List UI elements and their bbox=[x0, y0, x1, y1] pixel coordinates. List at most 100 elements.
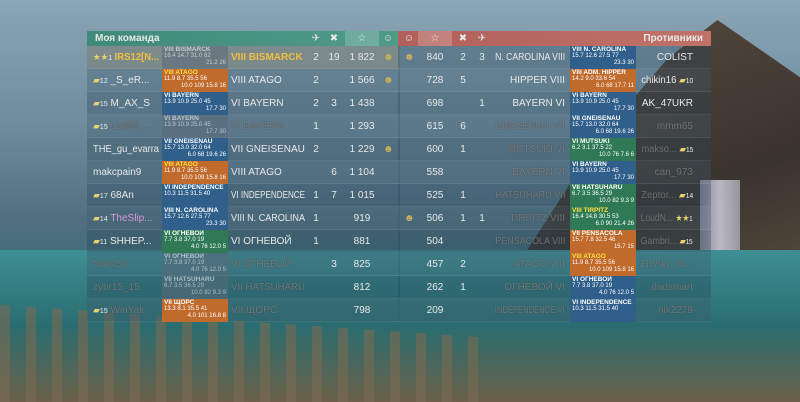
card-ship-title: VIII ATAGO bbox=[572, 253, 606, 260]
card-ship-title: VIII N. CAROLINA bbox=[164, 207, 219, 214]
xp-value: 1 229 bbox=[349, 144, 375, 155]
player-row[interactable]: Zeptor... ▰14 VII HATSUHARU 6.7 3.5 36.5 2… bbox=[398, 184, 711, 207]
xp-value: 262 bbox=[426, 282, 444, 293]
card-stats-line1: 13.9 10.9 25.0 45 bbox=[164, 99, 211, 105]
card-ship-title: VIII N. CAROLINA bbox=[572, 46, 627, 53]
ship-stats-card: VI BAYERN 13.9 10.9 25.0 45 17.7 30 bbox=[162, 92, 228, 115]
planes-value: 1 bbox=[313, 213, 319, 224]
card-stats-line1: 15.7 12.6 27.5 77 bbox=[164, 214, 211, 220]
player-name-cell: ▰12 _S_eR... bbox=[93, 69, 149, 93]
xp-value: 1 293 bbox=[349, 121, 375, 132]
player-row[interactable]: ▰15 Leo96_... VI BAYERN 13.9 10.9 25.0 45 1… bbox=[87, 115, 400, 138]
card-ship-title: VII GNEISENAU bbox=[572, 115, 621, 122]
card-stats-line1: 10.3 11.5 31.5 40 bbox=[572, 306, 619, 312]
player-row[interactable]: ▰11 SHHEP... VI ОГНЕВОЙ 7.7 3.8 37.0 19 4.0… bbox=[87, 230, 400, 253]
card-stats-line2: 15.7 15 bbox=[613, 244, 634, 250]
xp-value: 798 bbox=[353, 305, 371, 316]
ship-stats-card: VI INDEPENDENCE 10.3 11.5 31.5 40 bbox=[570, 299, 636, 322]
player-name: WinYak bbox=[110, 305, 145, 316]
xp-value: 615 bbox=[426, 121, 444, 132]
player-row[interactable]: Elevsky_Vic... VIII ATAGO 11.9 8.7 35.5 56… bbox=[398, 253, 711, 276]
player-row[interactable]: zybr15_15 VII HATSUHARU 6.7 3.5 36.5 29 10.… bbox=[87, 276, 400, 299]
xp-value: 919 bbox=[353, 213, 371, 224]
rank-number: 15 bbox=[99, 124, 108, 131]
player-name-cell: nik2279 bbox=[658, 299, 693, 322]
card-stats-line1: 11.9 8.7 35.5 56 bbox=[164, 76, 207, 82]
xp-value: 728 bbox=[426, 75, 444, 86]
player-row[interactable]: COLIST VIII N. CAROLINA 15.7 12.6 27.5 77 2… bbox=[398, 46, 711, 69]
player-row[interactable]: LoudN... ★★1 VIII TIRPITZ 16.4 14.8 30.5 5… bbox=[398, 207, 711, 230]
xp-value: 1 566 bbox=[349, 75, 375, 86]
player-name: Leo96_... bbox=[110, 121, 153, 132]
player-row[interactable]: ▰15 WinYak VII ЩОРС 13.3 8.1 35.5 41 4.0 10… bbox=[87, 299, 400, 322]
medal-icon: ☻ bbox=[383, 144, 394, 155]
player-name-cell: dadsmart bbox=[651, 276, 693, 299]
kills-value: 3 bbox=[331, 98, 337, 109]
player-row[interactable]: dadsmart VI ОГНЕВОЙ 7.7 3.8 37.0 19 4.0 76 … bbox=[398, 276, 711, 299]
player-name: SHHEP... bbox=[109, 236, 152, 247]
player-row[interactable]: nik2279 VI INDEPENDENCE 10.3 11.5 31.5 40 I… bbox=[398, 299, 711, 322]
player-name: dadsmart bbox=[651, 282, 693, 293]
xp-value: 1 104 bbox=[349, 167, 375, 178]
player-name: Elevsky_Vic... bbox=[640, 259, 693, 270]
card-stats-line2: 23.3 30 bbox=[205, 221, 226, 227]
card-ship-title: VII PENSACOLA bbox=[572, 230, 623, 237]
player-row[interactable]: THE_gu_evarra VII GNEISENAU 15.7 13.0 32.0… bbox=[87, 138, 400, 161]
player-row[interactable]: ▰15 M_AX_S VI BAYERN 13.9 10.9 25.0 45 17.7… bbox=[87, 92, 400, 115]
player-row[interactable]: AK_47UKR VI BAYERN 13.9 10.9 25.0 45 17.7 3… bbox=[398, 92, 711, 115]
ship-stats-card: VII GNEISENAU 15.7 13.0 32.0 64 6.0 68 19.… bbox=[162, 138, 228, 161]
player-row[interactable]: chikin16 ▰10 VIII ADM. HIPPER 14.2 9.0 33.… bbox=[398, 69, 711, 92]
player-row[interactable]: ▰14 TheSlip... VIII N. CAROLINA 15.7 12.6 … bbox=[87, 207, 400, 230]
card-stats-line1: 7.7 3.8 37.0 19 bbox=[164, 237, 205, 243]
xp-value: 698 bbox=[426, 98, 444, 109]
ship-stats-card: VI BAYERN 13.9 10.9 25.0 45 17.7 30 bbox=[570, 161, 636, 184]
player-row[interactable]: ★★1 IRS12[N... VIII BISMARCK 16.4 14.7 31.… bbox=[87, 46, 400, 69]
ship-stats-card: VIII N. CAROLINA 15.7 12.6 27.5 77 23.3 30 bbox=[162, 207, 228, 230]
ship-stats-card: VIII TIRPITZ 16.4 14.8 30.5 53 6.0 90 21.4… bbox=[570, 207, 636, 230]
medal-icon: ☻ bbox=[404, 213, 415, 224]
player-name: zybr15_15 bbox=[93, 282, 140, 293]
kills-header-icon: ✖ bbox=[458, 33, 468, 44]
player-name: Gambri... bbox=[640, 236, 678, 247]
ship-stats-card: VI ОГНЕВОЙ 7.7 3.8 37.0 19 4.0 76 12.0 5 bbox=[162, 230, 228, 253]
player-row[interactable]: makcpain9 VIII ATAGO 11.9 8.7 35.5 56 10.0 … bbox=[87, 161, 400, 184]
player-row[interactable]: makso... ▰15 VI MUTSUKI 6.2 3.1 37.5 22 10.… bbox=[398, 138, 711, 161]
player-name-cell: ▰15 M_AX_S bbox=[93, 92, 150, 116]
ship-name: VII HATSUHARU bbox=[231, 282, 305, 293]
card-ship-title: VIII BISMARCK bbox=[164, 46, 211, 53]
card-ship-title: VI ОГНЕВОЙ bbox=[164, 230, 204, 237]
card-ship-title: VI BAYERN bbox=[572, 161, 607, 168]
card-ship-title: VI MUTSUKI bbox=[572, 138, 610, 145]
ship-name: TIRPITZ VIII bbox=[509, 213, 565, 224]
card-stats-line1: 15.7 7.8 32.5 46 bbox=[572, 237, 616, 243]
ship-name: BAYERN VI bbox=[512, 98, 565, 109]
xp-value: 840 bbox=[426, 52, 444, 63]
card-stats-line1: 10.3 11.5 31.5 40 bbox=[164, 191, 211, 197]
player-name: 68An bbox=[110, 190, 134, 201]
ship-name: MUTSUKI VI bbox=[507, 144, 565, 155]
card-stats-line2: 6.0 68 17.7 11 bbox=[596, 83, 634, 89]
ship-name: VIII ATAGO bbox=[231, 75, 282, 86]
player-row[interactable]: Noks50 VI ОГНЕВОЙ 7.7 3.8 37.0 19 4.0 76 12… bbox=[87, 253, 400, 276]
rank-crown-icon: ▰ bbox=[679, 236, 687, 246]
card-ship-title: VIII ATAGO bbox=[164, 69, 198, 76]
player-name-cell: Zeptor... ▰14 bbox=[641, 184, 693, 208]
player-row[interactable]: ▰12 _S_eR... VIII ATAGO 11.9 8.7 35.5 56 10… bbox=[87, 69, 400, 92]
player-row[interactable]: mmm65 VII GNEISENAU 15.7 13.0 32.0 64 6.0 6… bbox=[398, 115, 711, 138]
xp-value: 558 bbox=[426, 167, 444, 178]
card-stats-line2: 17.7 30 bbox=[205, 129, 226, 135]
ship-name: HATSUHARU VII bbox=[495, 190, 565, 201]
player-row[interactable]: Gambri... ▰15 VII PENSACOLA 15.7 7.8 32.5 … bbox=[398, 230, 711, 253]
player-row[interactable]: can_973 VI BAYERN 13.9 10.9 25.0 45 17.7 30… bbox=[398, 161, 711, 184]
planes-value: 1 bbox=[479, 213, 485, 224]
player-name-cell: ▰14 TheSlip... bbox=[93, 207, 153, 231]
rank-number: 10 bbox=[685, 78, 693, 85]
player-row[interactable]: ▰17 68An VI INDEPENDENCE 10.3 11.5 31.5 40… bbox=[87, 184, 400, 207]
xp-value: 1 015 bbox=[349, 190, 375, 201]
xp-value: 504 bbox=[426, 236, 444, 247]
ship-name: VI INDEPENDENCE bbox=[231, 190, 305, 201]
card-stats-line2: 17.7 30 bbox=[613, 175, 634, 181]
xp-value: 506 bbox=[426, 213, 444, 224]
planes-header-icon: ✈ bbox=[311, 33, 321, 44]
card-stats-line1: 15.7 12.6 27.5 77 bbox=[572, 53, 619, 59]
